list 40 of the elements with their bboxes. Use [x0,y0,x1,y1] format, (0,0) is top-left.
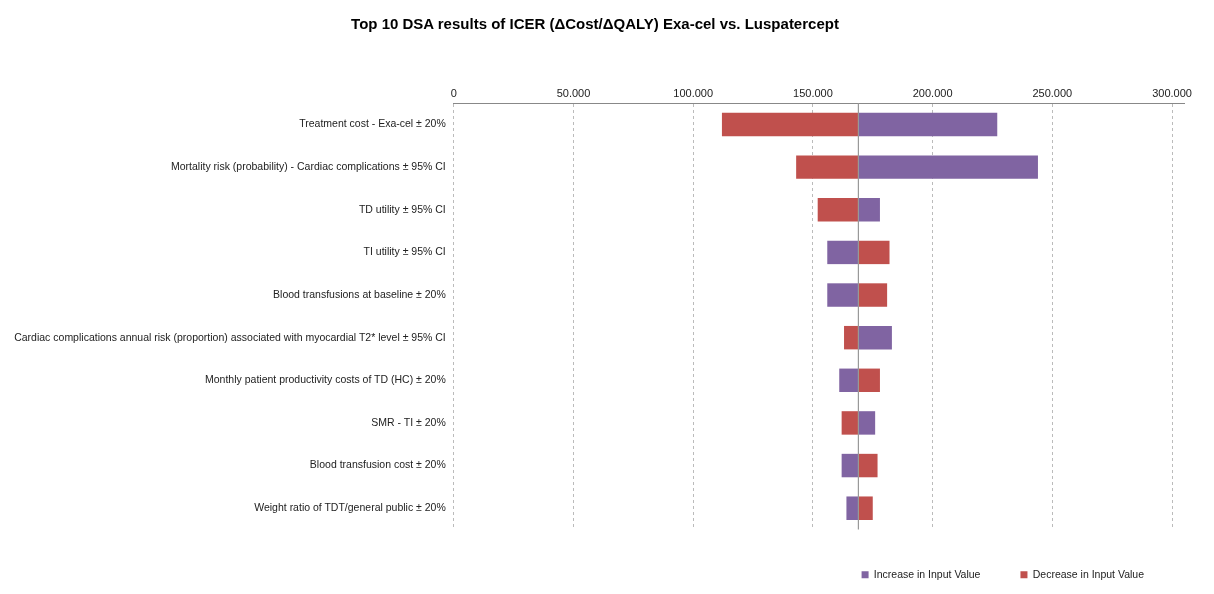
bar [841,411,859,435]
x-tick-label: 50.000 [556,86,591,99]
x-tick-label: 150.000 [793,86,833,99]
y-tick-label: TI utility ± 95% CI [363,245,446,258]
x-tick-label: 250.000 [1032,86,1073,99]
y-tick-label: TD utility ± 95% CI [358,202,446,215]
bar [817,198,859,222]
bar [858,198,880,222]
x-tick-label: 100.000 [673,86,714,99]
y-tick-label: Mortality risk (probability) - Cardiac complications ± 95% CI [171,160,446,173]
bar [858,325,892,350]
bar [796,155,859,179]
legend-label: Decrease in Input Value [1032,567,1145,580]
x-tick-label: 200.000 [912,86,953,99]
y-tick-label: Treatment cost - Exa-cel ± 20% [299,117,446,130]
bar [858,368,880,393]
legend-label: Increase in Input Value [873,567,981,580]
bar [858,283,888,307]
y-tick-label: Weight ratio of TDT/general public ± 20% [254,501,446,514]
y-tick-label: Blood transfusion cost ± 20% [309,458,446,471]
bar [721,112,859,137]
bar [839,368,859,393]
bar [846,496,859,520]
bar [858,155,1038,179]
bar [858,112,998,137]
y-tick-label: Cardiac complications annual risk (proportion) associated with myocardial T2* level ± 95% CI [14,330,446,343]
bar [841,453,859,478]
bar [858,453,878,478]
bar [827,283,859,307]
bar [858,496,873,520]
y-tick-label: Monthly patient productivity costs of TD (HC) ± 20% [205,373,446,386]
bar [858,240,890,265]
bar [827,240,859,265]
y-tick-label: Blood transfusions at baseline ± 20% [273,287,446,300]
bar [844,325,859,350]
x-tick-label: 300.000 [1152,86,1192,99]
chart-title: Top 10 DSA results of ICER (ΔCost/ΔQALY) Exa-cel vs. Luspatercept [351,15,839,33]
bar [858,411,876,435]
y-tick-label: SMR - TI ± 20% [371,415,446,428]
x-tick-label: 0 [450,86,457,99]
